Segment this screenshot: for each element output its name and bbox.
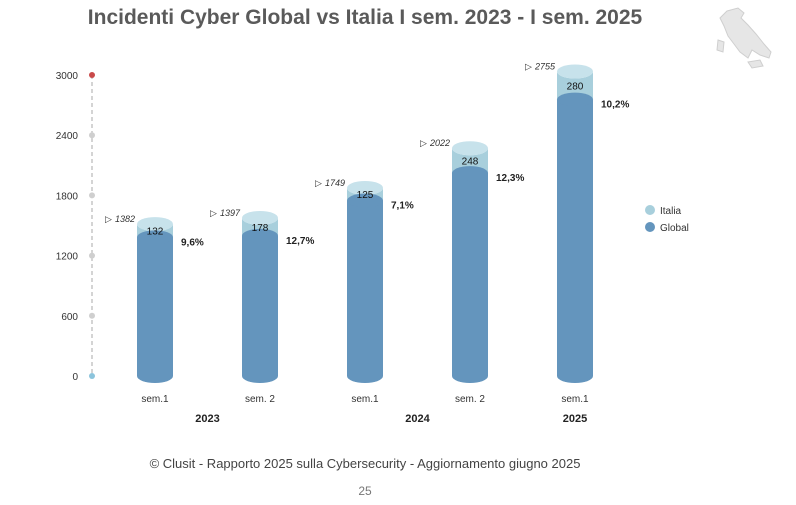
chart-title: Incidenti Cyber Global vs Italia I sem. … xyxy=(87,6,643,29)
y-tick-marker xyxy=(89,252,95,259)
total-value-label: 1382 xyxy=(115,214,135,224)
italia-value-label: 178 xyxy=(252,223,269,234)
source-footer: © Clusit - Rapporto 2025 sulla Cybersecu… xyxy=(149,456,581,471)
total-value-label: 1749 xyxy=(325,178,345,188)
x-year-label: 2023 xyxy=(195,413,219,425)
italia-value-label: 125 xyxy=(357,190,374,201)
italia-share-label: 12,7% xyxy=(286,236,314,247)
bar-global-top xyxy=(557,92,593,107)
italy-map-icon xyxy=(716,7,772,69)
legend-marker xyxy=(645,205,655,215)
y-tick-label: 600 xyxy=(61,312,78,323)
y-tick-marker xyxy=(89,132,95,139)
y-tick-label: 1800 xyxy=(56,191,79,202)
page-number: 25 xyxy=(358,484,372,498)
y-tick-marker xyxy=(89,72,95,78)
bar-global xyxy=(557,99,593,383)
italia-value-label: 248 xyxy=(462,157,479,168)
bar-global xyxy=(347,200,383,383)
x-category-label: sem.1 xyxy=(141,394,169,405)
bar-global-top xyxy=(137,230,173,245)
total-value-label: 2022 xyxy=(429,138,450,148)
italia-value-label: 132 xyxy=(147,227,164,238)
bar-italia-top xyxy=(452,141,488,156)
x-year-label: 2024 xyxy=(405,413,430,425)
y-tick-marker xyxy=(89,312,95,319)
bar-global xyxy=(242,235,278,383)
y-tick-label: 3000 xyxy=(56,71,79,82)
italia-share-label: 9,6% xyxy=(181,237,204,248)
y-tick-label: 2400 xyxy=(56,131,79,142)
legend-marker xyxy=(645,222,655,232)
bar-global xyxy=(452,173,488,383)
bar-global xyxy=(137,237,173,383)
total-marker: ▷ xyxy=(420,138,427,148)
italia-share-label: 12,3% xyxy=(496,173,524,184)
legend-label: Global xyxy=(660,223,689,234)
italia-share-label: 7,1% xyxy=(391,201,414,212)
y-tick-label: 0 xyxy=(72,372,78,383)
total-value-label: 2755 xyxy=(534,61,556,71)
bar-italia-top xyxy=(557,64,593,79)
y-tick-marker xyxy=(89,192,95,199)
italia-value-label: 280 xyxy=(567,82,584,93)
bar-italia-top xyxy=(242,210,278,225)
total-value-label: 1397 xyxy=(220,208,241,218)
bar-global-top xyxy=(242,228,278,243)
x-category-label: sem. 2 xyxy=(455,394,485,405)
italia-share-label: 10,2% xyxy=(601,100,629,111)
legend-label: Italia xyxy=(660,206,682,217)
x-category-label: sem. 2 xyxy=(245,394,275,405)
total-marker: ▷ xyxy=(210,208,217,218)
y-tick-marker xyxy=(89,373,95,379)
y-tick-label: 1200 xyxy=(56,252,79,263)
x-category-label: sem.1 xyxy=(351,394,379,405)
bar-global-top xyxy=(347,193,383,208)
bar-italia-top xyxy=(347,180,383,195)
x-category-label: sem.1 xyxy=(561,394,589,405)
x-year-label: 2025 xyxy=(563,413,587,425)
total-marker: ▷ xyxy=(315,178,322,188)
bar-italia-top xyxy=(137,217,173,232)
total-marker: ▷ xyxy=(525,61,532,71)
bar-global-top xyxy=(452,166,488,181)
total-marker: ▷ xyxy=(105,214,112,224)
